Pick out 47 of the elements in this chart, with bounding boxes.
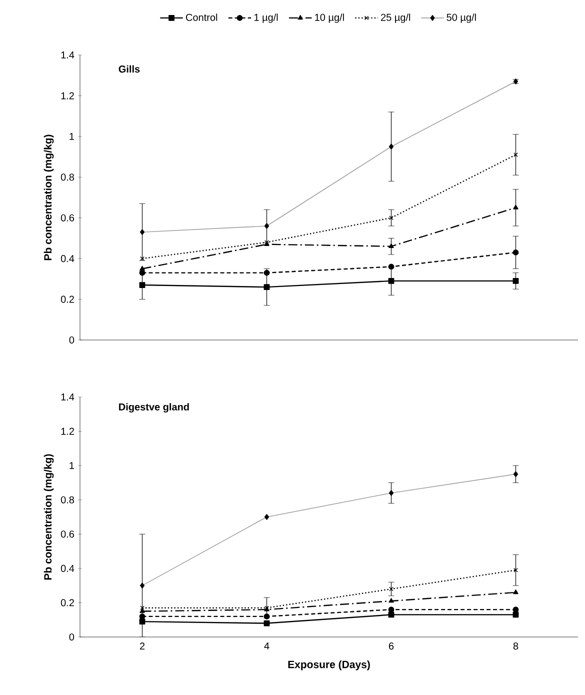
y-tick-label: 1	[70, 132, 74, 140]
y-tick-label: 0.6	[60, 214, 74, 222]
y-axis-title: Pb concentration (mg/kg)	[44, 454, 54, 580]
x-tick-label: 8	[513, 642, 518, 650]
y-tick-label: 0.8	[60, 174, 74, 181]
legend-label: 10 µg/l	[315, 14, 344, 23]
y-tick-label: 1	[70, 462, 74, 470]
y-tick-label: 0.2	[60, 599, 74, 606]
y-tick-label: 0.4	[60, 255, 74, 262]
point	[139, 282, 146, 288]
x-tick-label: 2	[140, 642, 145, 650]
x-tick-label: 4	[264, 642, 270, 650]
y-tick-label: 0.2	[60, 296, 74, 303]
y-tick-label: 0	[69, 633, 74, 641]
point	[512, 250, 519, 256]
point	[264, 284, 270, 290]
legend-label: Control	[186, 14, 218, 21]
point	[139, 270, 146, 276]
y-tick-label: 1.2	[61, 92, 74, 100]
legend-label: 50 µg/l	[446, 14, 476, 23]
text: Gills	[118, 65, 140, 73]
point	[388, 243, 394, 248]
point	[140, 606, 144, 610]
point	[388, 278, 394, 284]
point	[513, 204, 518, 210]
point	[512, 278, 519, 284]
y-tick-label: 0.4	[60, 564, 74, 572]
point	[388, 264, 394, 270]
point	[140, 608, 145, 613]
y-tick-label: 1.4	[61, 52, 74, 58]
x-axis-title: Exposure (Days)	[288, 660, 370, 670]
y-tick-label: 1.4	[61, 394, 74, 400]
point	[140, 266, 145, 270]
point	[388, 598, 394, 603]
y-tick-label: 0.8	[60, 496, 74, 504]
text: Digestve gland	[119, 403, 189, 412]
point	[264, 270, 270, 276]
y-tick-label: 0	[69, 336, 74, 344]
legend-label: 25 µg/l	[381, 14, 410, 23]
point	[139, 613, 146, 620]
y-axis-title: Pb concentration (mg/kg)	[44, 134, 54, 260]
point	[264, 613, 270, 620]
point	[513, 589, 518, 594]
y-tick-label: 0.6	[60, 530, 74, 538]
y-tick-label: 1.2	[61, 428, 74, 435]
legend-label: 1 µg/l	[254, 14, 278, 23]
x-tick-label: 6	[388, 642, 394, 650]
